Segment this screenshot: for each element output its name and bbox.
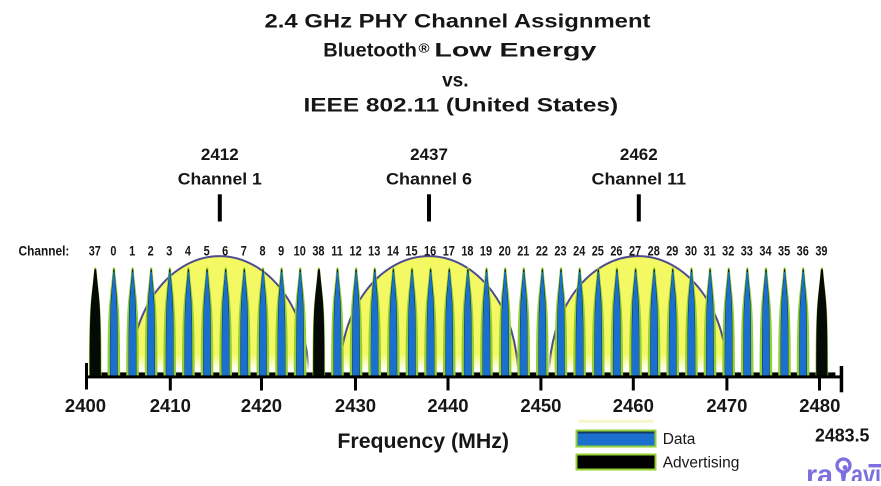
svg-text:2410: 2410 bbox=[150, 395, 191, 416]
svg-text:2450: 2450 bbox=[520, 395, 561, 416]
svg-text:8: 8 bbox=[259, 243, 265, 259]
svg-text:1: 1 bbox=[129, 243, 135, 259]
svg-text:IEEE 802.11 (United States): IEEE 802.11 (United States) bbox=[304, 96, 619, 117]
svg-text:4: 4 bbox=[185, 243, 191, 259]
svg-text:vs.: vs. bbox=[442, 71, 468, 92]
svg-text:2430: 2430 bbox=[335, 395, 376, 416]
svg-text:20: 20 bbox=[499, 243, 511, 259]
svg-text:21: 21 bbox=[517, 243, 529, 259]
svg-text:Frequency (MHz): Frequency (MHz) bbox=[337, 430, 509, 453]
svg-text:14: 14 bbox=[387, 243, 399, 259]
svg-text:5: 5 bbox=[204, 243, 210, 259]
svg-text:23: 23 bbox=[554, 243, 566, 259]
svg-text:11: 11 bbox=[331, 243, 343, 259]
svg-text:10: 10 bbox=[294, 243, 306, 259]
svg-text:36: 36 bbox=[797, 243, 809, 259]
svg-text:25: 25 bbox=[592, 243, 604, 259]
svg-text:Advertising: Advertising bbox=[663, 455, 740, 472]
svg-text:17: 17 bbox=[443, 243, 455, 259]
svg-text:Channel 11: Channel 11 bbox=[592, 169, 687, 188]
svg-text:2400: 2400 bbox=[65, 395, 106, 416]
svg-text:0: 0 bbox=[110, 243, 116, 259]
svg-text:2480: 2480 bbox=[799, 395, 840, 416]
svg-text:29: 29 bbox=[666, 243, 678, 259]
svg-text:9: 9 bbox=[278, 243, 284, 259]
svg-text:®: ® bbox=[419, 42, 431, 56]
svg-text:7: 7 bbox=[241, 243, 247, 259]
svg-text:2462: 2462 bbox=[620, 145, 658, 164]
svg-text:Channel 6: Channel 6 bbox=[386, 169, 472, 188]
svg-text:2437: 2437 bbox=[410, 145, 448, 164]
svg-text:26: 26 bbox=[610, 243, 622, 259]
svg-text:2440: 2440 bbox=[427, 395, 468, 416]
svg-text:39: 39 bbox=[815, 243, 827, 259]
svg-text:2: 2 bbox=[148, 243, 154, 259]
svg-text:28: 28 bbox=[648, 243, 660, 259]
svg-text:33: 33 bbox=[741, 243, 753, 259]
svg-text:24: 24 bbox=[573, 243, 585, 259]
svg-text:38: 38 bbox=[312, 243, 324, 259]
svg-text:Data: Data bbox=[663, 431, 696, 448]
svg-text:Bluetooth: Bluetooth bbox=[323, 41, 417, 62]
svg-text:avi: avi bbox=[851, 459, 881, 481]
svg-text:32: 32 bbox=[722, 243, 734, 259]
svg-text:2460: 2460 bbox=[613, 395, 654, 416]
svg-text:16: 16 bbox=[424, 243, 436, 259]
svg-text:Low Energy: Low Energy bbox=[434, 41, 597, 62]
svg-text:2483.5: 2483.5 bbox=[815, 425, 870, 445]
svg-text:13: 13 bbox=[368, 243, 380, 259]
svg-text:35: 35 bbox=[778, 243, 790, 259]
svg-text:Channel 1: Channel 1 bbox=[178, 169, 262, 188]
svg-text:Channel:: Channel: bbox=[19, 243, 70, 259]
svg-text:2470: 2470 bbox=[706, 395, 747, 416]
svg-text:30: 30 bbox=[685, 243, 697, 259]
svg-text:22: 22 bbox=[536, 243, 548, 259]
svg-text:3: 3 bbox=[166, 243, 172, 259]
svg-text:12: 12 bbox=[350, 243, 362, 259]
svg-text:ra: ra bbox=[806, 459, 833, 481]
svg-text:2420: 2420 bbox=[241, 395, 282, 416]
svg-text:34: 34 bbox=[759, 243, 771, 259]
svg-text:37: 37 bbox=[89, 243, 101, 259]
svg-text:19: 19 bbox=[480, 243, 492, 259]
svg-text:18: 18 bbox=[461, 243, 473, 259]
svg-text:2.4 GHz PHY Channel Assignment: 2.4 GHz PHY Channel Assignment bbox=[265, 11, 652, 32]
svg-text:31: 31 bbox=[704, 243, 716, 259]
svg-text:15: 15 bbox=[405, 243, 417, 259]
svg-text:2412: 2412 bbox=[201, 145, 239, 164]
svg-text:27: 27 bbox=[629, 243, 641, 259]
svg-text:6: 6 bbox=[222, 243, 228, 259]
